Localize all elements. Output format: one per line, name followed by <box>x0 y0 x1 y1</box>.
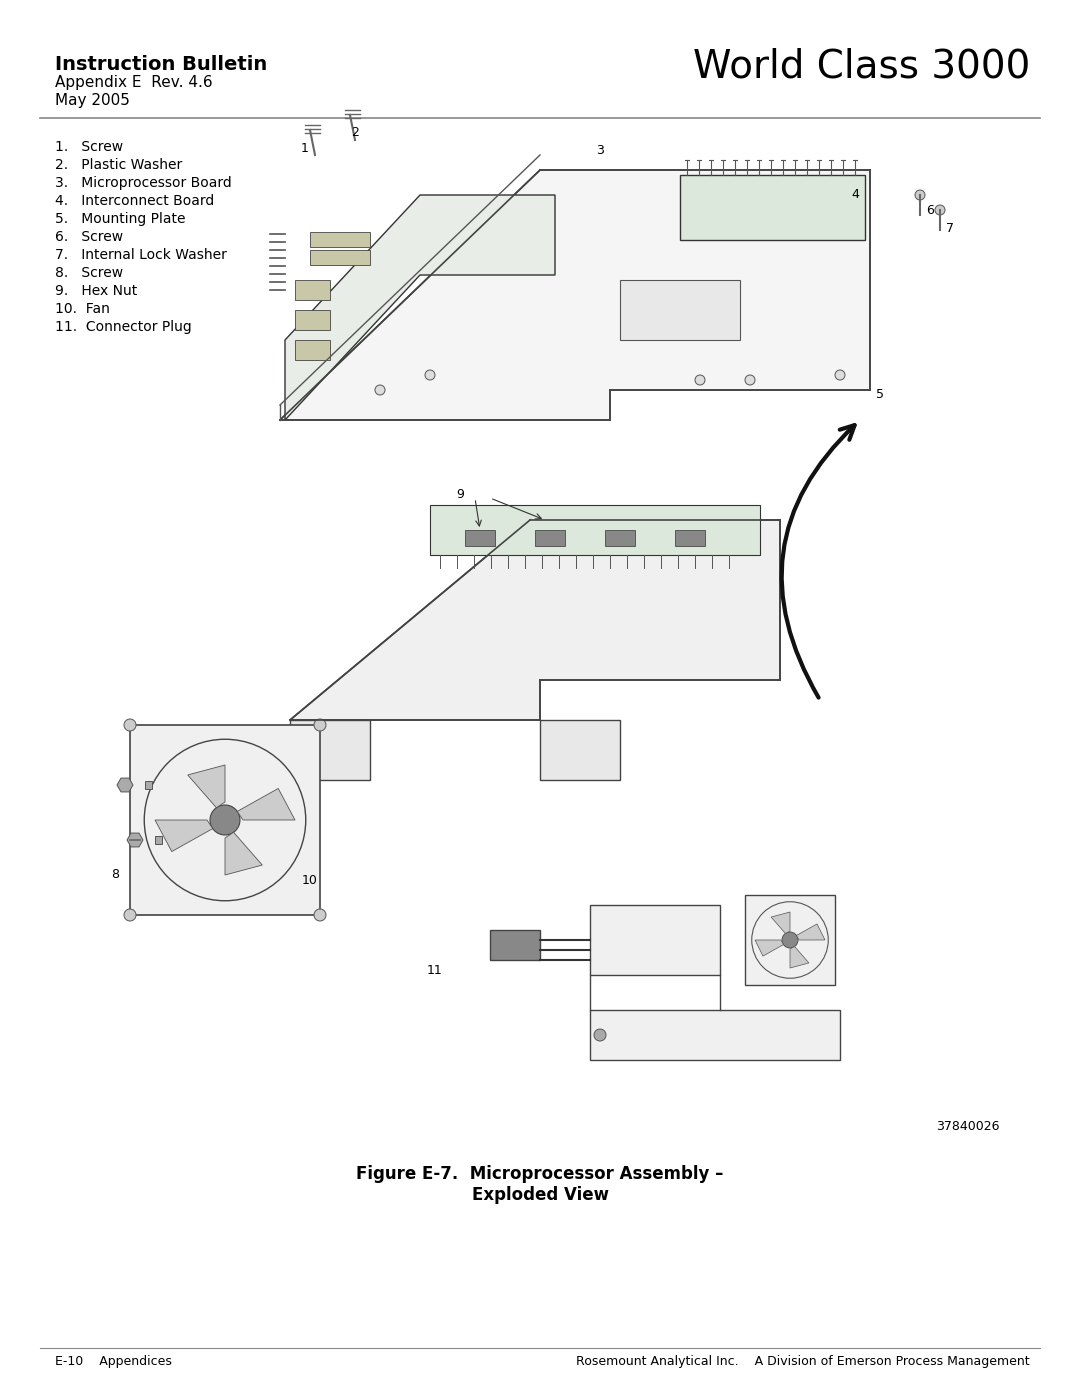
Text: 2: 2 <box>351 126 359 138</box>
Circle shape <box>314 909 326 921</box>
Polygon shape <box>156 820 213 852</box>
Circle shape <box>594 1030 606 1041</box>
Text: 10.  Fan: 10. Fan <box>55 302 110 316</box>
Polygon shape <box>620 279 740 339</box>
Polygon shape <box>295 310 330 330</box>
Polygon shape <box>238 788 295 820</box>
Text: 10: 10 <box>302 873 318 887</box>
Polygon shape <box>590 905 720 975</box>
Polygon shape <box>540 719 620 780</box>
Circle shape <box>745 374 755 386</box>
Polygon shape <box>130 725 320 915</box>
Text: 37840026: 37840026 <box>936 1120 1000 1133</box>
Polygon shape <box>590 1010 840 1060</box>
Text: 9: 9 <box>456 489 464 502</box>
Polygon shape <box>680 175 865 240</box>
Text: E-10    Appendices: E-10 Appendices <box>55 1355 172 1368</box>
Circle shape <box>375 386 384 395</box>
Text: 1.   Screw: 1. Screw <box>55 140 123 154</box>
Polygon shape <box>285 196 555 420</box>
Text: 6.   Screw: 6. Screw <box>55 231 123 244</box>
Polygon shape <box>310 232 370 247</box>
Circle shape <box>915 190 924 200</box>
Text: May 2005: May 2005 <box>55 94 130 108</box>
Polygon shape <box>280 170 870 420</box>
Circle shape <box>426 370 435 380</box>
Polygon shape <box>156 835 162 844</box>
Text: World Class 3000: World Class 3000 <box>692 47 1030 85</box>
Polygon shape <box>789 947 809 968</box>
Text: 6: 6 <box>926 204 934 217</box>
Polygon shape <box>490 930 540 960</box>
Text: 1: 1 <box>301 141 309 155</box>
Polygon shape <box>145 781 152 789</box>
Polygon shape <box>465 529 495 546</box>
Polygon shape <box>291 520 780 719</box>
Text: 8: 8 <box>111 869 119 882</box>
Polygon shape <box>771 912 789 933</box>
Polygon shape <box>291 719 370 780</box>
Text: 5.   Mounting Plate: 5. Mounting Plate <box>55 212 186 226</box>
Polygon shape <box>605 529 635 546</box>
Text: 11: 11 <box>427 964 443 977</box>
Text: Appendix E  Rev. 4.6: Appendix E Rev. 4.6 <box>55 75 213 89</box>
Circle shape <box>124 909 136 921</box>
Polygon shape <box>127 833 143 847</box>
Polygon shape <box>188 766 225 807</box>
Text: 7: 7 <box>946 222 954 235</box>
Polygon shape <box>117 778 133 792</box>
Circle shape <box>314 719 326 731</box>
Polygon shape <box>797 923 825 940</box>
Text: 4: 4 <box>851 189 859 201</box>
Polygon shape <box>755 940 783 956</box>
Circle shape <box>935 205 945 215</box>
Circle shape <box>782 932 798 949</box>
Polygon shape <box>745 895 835 985</box>
Text: 4.   Interconnect Board: 4. Interconnect Board <box>55 194 214 208</box>
Polygon shape <box>430 504 760 555</box>
Text: 11.  Connector Plug: 11. Connector Plug <box>55 320 192 334</box>
FancyArrowPatch shape <box>782 425 854 697</box>
Text: Exploded View: Exploded View <box>472 1186 608 1204</box>
Circle shape <box>835 370 845 380</box>
Text: Instruction Bulletin: Instruction Bulletin <box>55 54 267 74</box>
Text: 7.   Internal Lock Washer: 7. Internal Lock Washer <box>55 249 227 263</box>
Text: 9.   Hex Nut: 9. Hex Nut <box>55 284 137 298</box>
Polygon shape <box>295 339 330 360</box>
Text: 3: 3 <box>596 144 604 156</box>
Text: Figure E-7.  Microprocessor Assembly –: Figure E-7. Microprocessor Assembly – <box>356 1165 724 1183</box>
Text: Rosemount Analytical Inc.    A Division of Emerson Process Management: Rosemount Analytical Inc. A Division of … <box>577 1355 1030 1368</box>
Polygon shape <box>675 529 705 546</box>
Text: 2.   Plastic Washer: 2. Plastic Washer <box>55 158 183 172</box>
Polygon shape <box>310 250 370 265</box>
Text: 5: 5 <box>876 388 885 401</box>
Circle shape <box>210 805 240 835</box>
Circle shape <box>124 719 136 731</box>
Circle shape <box>696 374 705 386</box>
Polygon shape <box>535 529 565 546</box>
Polygon shape <box>225 833 262 875</box>
Text: 3.   Microprocessor Board: 3. Microprocessor Board <box>55 176 232 190</box>
Text: 8.   Screw: 8. Screw <box>55 265 123 279</box>
Polygon shape <box>295 279 330 300</box>
